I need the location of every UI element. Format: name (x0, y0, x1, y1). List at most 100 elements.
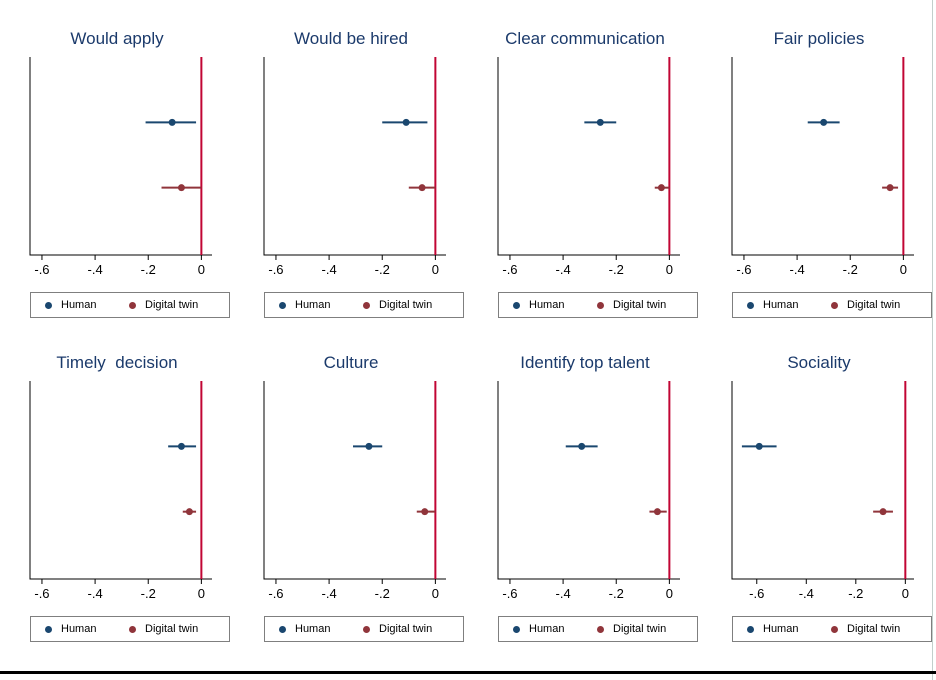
legend-item-human: Human (513, 299, 597, 311)
legend: Human Digital twin (732, 616, 932, 642)
legend-marker-human-icon (279, 625, 286, 633)
point-estimate-human (578, 442, 586, 450)
legend-marker-digital-twin-icon (831, 301, 838, 309)
point-estimate-digital-twin (657, 184, 665, 192)
legend-label-digital-twin: Digital twin (379, 299, 433, 311)
point-estimate-digital-twin (185, 508, 193, 516)
legend-marker-digital-twin-icon (597, 301, 604, 309)
coefplot-panel: Culture -.6 -.4 -.2 0 Human Digital twin (234, 334, 468, 658)
panel-title: Fair policies (773, 29, 865, 48)
point-estimate-digital-twin (879, 508, 887, 516)
legend-item-human: Human (747, 623, 831, 635)
point-estimate-digital-twin (421, 508, 429, 516)
legend-item-digital-twin: Digital twin (597, 299, 666, 311)
x-axis-tick-label: -.4 (556, 586, 571, 601)
legend-item-human: Human (279, 623, 363, 635)
plot-area: -.6 -.4 -.2 0 (497, 381, 680, 601)
x-axis-tick-label: 0 (198, 262, 205, 277)
legend-label-digital-twin: Digital twin (379, 623, 433, 635)
legend-marker-human-icon (747, 625, 754, 633)
legend-marker-human-icon (513, 625, 520, 633)
panel-title: Culture (323, 353, 379, 372)
legend-item-digital-twin: Digital twin (831, 299, 900, 311)
panel-title: Timely decision (56, 353, 178, 372)
x-axis-tick-label: -.2 (609, 586, 624, 601)
point-estimate-human (402, 118, 410, 126)
legend: Human Digital twin (30, 292, 230, 318)
legend-marker-human-icon (513, 301, 520, 309)
coefplot-panel: Clear communication -.6 -.4 -.2 0 Human Digita… (468, 10, 702, 334)
legend-item-human: Human (45, 299, 129, 311)
x-axis-tick-label: -.2 (141, 586, 156, 601)
panel-title: Would apply (70, 29, 164, 48)
coefplot-panel: Sociality -.6 -.4 -.2 0 Human Digital twin (702, 334, 936, 658)
x-axis-tick-label: -.4 (799, 586, 814, 601)
x-axis-tick-label: -.2 (609, 262, 624, 277)
panel-title: Identify top talent (520, 353, 650, 372)
legend-item-digital-twin: Digital twin (597, 623, 666, 635)
x-axis-tick-label: -.6 (749, 586, 764, 601)
point-estimate-human (168, 118, 176, 126)
legend: Human Digital twin (498, 616, 698, 642)
x-axis-tick-label: -.2 (141, 262, 156, 277)
plot-area: -.6 -.4 -.2 0 (731, 57, 914, 277)
legend-label-digital-twin: Digital twin (613, 623, 667, 635)
panel-title: Would be hired (293, 29, 409, 48)
x-axis-tick-label: -.6 (34, 586, 49, 601)
legend: Human Digital twin (498, 292, 698, 318)
legend-marker-human-icon (747, 301, 754, 309)
x-axis-tick-label: -.2 (848, 586, 863, 601)
legend-marker-digital-twin-icon (597, 625, 604, 633)
x-axis-tick-label: 0 (432, 262, 439, 277)
point-estimate-digital-twin (418, 184, 426, 192)
point-estimate-human (365, 442, 373, 450)
x-axis-tick-label: -.6 (268, 586, 283, 601)
point-estimate-digital-twin (177, 184, 185, 192)
x-axis-tick-label: -.2 (843, 262, 858, 277)
legend-item-human: Human (513, 623, 597, 635)
coefplot-panel: Would be hired -.6 -.4 -.2 0 Human Digital twi… (234, 10, 468, 334)
legend-marker-human-icon (279, 301, 286, 309)
plot-area: -.6 -.4 -.2 0 (263, 57, 446, 277)
legend-marker-human-icon (45, 301, 52, 309)
x-axis-tick-label: -.2 (375, 586, 390, 601)
plot-area: -.6 -.4 -.2 0 (263, 381, 446, 601)
x-axis-tick-label: -.2 (375, 262, 390, 277)
legend-label-digital-twin: Digital twin (145, 623, 199, 635)
x-axis-tick-label: -.6 (502, 586, 517, 601)
point-estimate-digital-twin (653, 508, 661, 516)
legend-label-human: Human (295, 623, 331, 635)
legend-label-digital-twin: Digital twin (145, 299, 199, 311)
x-axis-tick-label: -.6 (34, 262, 49, 277)
x-axis-tick-label: -.4 (322, 262, 337, 277)
legend-item-human: Human (747, 299, 831, 311)
coefplot-panel: Timely decision -.6 -.4 -.2 0 Human Digital tw… (0, 334, 234, 658)
legend-item-digital-twin: Digital twin (363, 623, 432, 635)
legend-marker-digital-twin-icon (129, 625, 136, 633)
legend: Human Digital twin (264, 292, 464, 318)
legend-label-human: Human (61, 623, 97, 635)
plot-area: -.6 -.4 -.2 0 (29, 381, 212, 601)
point-estimate-human (177, 442, 185, 450)
legend-label-human: Human (295, 299, 331, 311)
point-estimate-human (755, 442, 763, 450)
legend-item-human: Human (279, 299, 363, 311)
coefplot-panel: Would apply -.6 -.4 -.2 0 Human Digital twin (0, 10, 234, 334)
legend-label-human: Human (529, 623, 565, 635)
legend-label-human: Human (763, 299, 799, 311)
legend-marker-digital-twin-icon (363, 301, 370, 309)
x-axis-tick-label: -.4 (556, 262, 571, 277)
legend: Human Digital twin (732, 292, 932, 318)
legend-label-human: Human (529, 299, 565, 311)
legend-label-human: Human (61, 299, 97, 311)
panel-title: Clear communication (505, 29, 665, 48)
x-axis-tick-label: -.4 (790, 262, 805, 277)
legend-marker-digital-twin-icon (363, 625, 370, 633)
x-axis-tick-label: -.6 (502, 262, 517, 277)
legend-label-digital-twin: Digital twin (613, 299, 667, 311)
x-axis-tick-label: -.4 (88, 586, 103, 601)
legend-label-human: Human (763, 623, 799, 635)
plot-area: -.6 -.4 -.2 0 (497, 57, 680, 277)
bottom-border-rule (0, 671, 936, 674)
